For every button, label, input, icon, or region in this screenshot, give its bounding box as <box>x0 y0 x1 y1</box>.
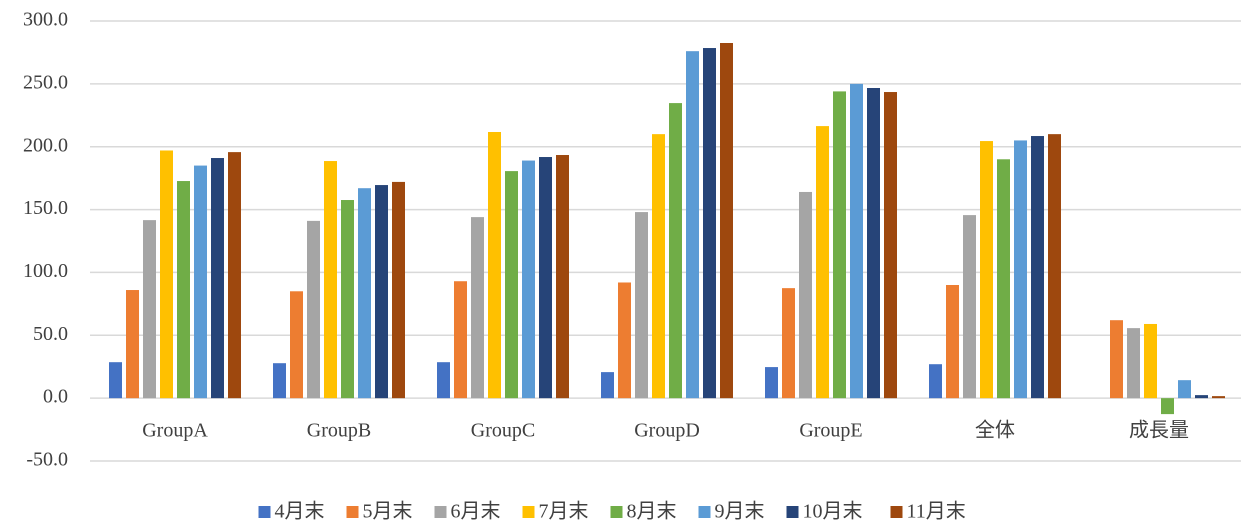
bar <box>850 83 863 399</box>
y-tick-label: 300.0 <box>23 9 68 31</box>
bar <box>669 103 682 399</box>
bar <box>1144 323 1157 399</box>
bar <box>799 191 812 399</box>
legend-label: 9月末 <box>715 500 765 523</box>
bar <box>618 282 631 399</box>
bar <box>375 185 388 399</box>
bar <box>997 159 1010 399</box>
y-tick-label: -50.0 <box>26 449 68 471</box>
bar <box>556 155 569 399</box>
bar <box>720 43 733 399</box>
bar <box>601 372 614 399</box>
bar <box>1178 380 1191 399</box>
bar <box>358 188 371 399</box>
bar <box>652 134 665 399</box>
legend-swatch <box>610 506 623 518</box>
bar <box>635 212 648 399</box>
legend-label: 10月末 <box>803 500 863 523</box>
bar <box>307 220 320 399</box>
bar <box>539 157 552 399</box>
legend-label: 8月末 <box>627 500 677 523</box>
bar <box>1014 140 1027 399</box>
legend-swatch <box>786 506 799 518</box>
bar <box>782 288 795 399</box>
bar <box>1195 395 1208 399</box>
legend-swatch <box>698 506 711 518</box>
bar <box>324 161 337 399</box>
legend-label: 7月末 <box>539 500 589 523</box>
bar <box>816 126 829 399</box>
bar <box>505 171 518 399</box>
legend-label: 6月末 <box>451 500 501 523</box>
bar <box>109 362 122 399</box>
bar <box>946 285 959 399</box>
bar <box>194 165 207 399</box>
bar <box>211 158 224 399</box>
bar <box>1161 398 1174 415</box>
bar <box>686 51 699 399</box>
bar <box>488 132 501 399</box>
bar <box>341 200 354 399</box>
bar <box>126 290 139 399</box>
bar <box>1127 328 1140 399</box>
bar <box>833 91 846 399</box>
y-tick-label: 100.0 <box>23 260 68 282</box>
x-tick-label: GroupE <box>799 420 862 442</box>
bar <box>929 364 942 399</box>
y-tick-label: 0.0 <box>43 386 68 408</box>
bar <box>290 291 303 399</box>
x-tick-label: GroupC <box>471 420 535 442</box>
legend-label: 5月末 <box>363 500 413 523</box>
x-tick-label: GroupB <box>307 420 371 442</box>
bar <box>1031 136 1044 399</box>
bar <box>963 215 976 399</box>
x-tick-label: 全体 <box>975 419 1015 442</box>
bar <box>522 160 535 399</box>
bar <box>143 220 156 399</box>
bar <box>884 92 897 399</box>
y-tick-label: 200.0 <box>23 134 68 156</box>
bar <box>160 150 173 399</box>
legend-swatch <box>434 506 447 518</box>
legend-swatch <box>522 506 535 518</box>
bar <box>980 141 993 399</box>
y-tick-label: 50.0 <box>33 323 68 345</box>
legend-label: 4月末 <box>275 500 325 523</box>
bar <box>867 88 880 399</box>
x-tick-label: GroupD <box>634 420 700 442</box>
bar <box>1110 320 1123 399</box>
bar <box>177 181 190 399</box>
bar <box>228 152 241 399</box>
bar <box>454 281 467 399</box>
bar <box>392 181 405 399</box>
bar <box>273 363 286 399</box>
x-tick-label: GroupA <box>142 420 208 442</box>
bar <box>703 48 716 399</box>
legend-swatch <box>346 506 359 518</box>
y-tick-label: 250.0 <box>23 71 68 93</box>
y-tick-label: 150.0 <box>23 197 68 219</box>
x-tick-label: 成長量 <box>1129 419 1189 442</box>
legend-label: 11月末 <box>907 500 966 523</box>
bar <box>471 217 484 399</box>
legend-swatch <box>258 506 271 518</box>
bar <box>1212 396 1225 399</box>
legend-swatch <box>890 506 903 518</box>
bar <box>437 362 450 399</box>
bar <box>765 367 778 399</box>
bar <box>1048 134 1061 399</box>
